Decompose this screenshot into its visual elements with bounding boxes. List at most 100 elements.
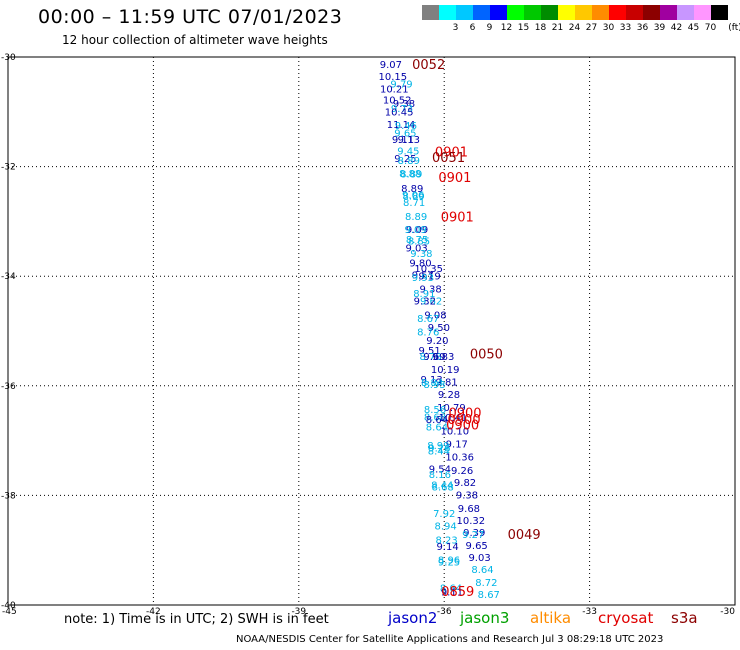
wave-height-value: 7.92 (433, 509, 455, 520)
wave-height-value: 10.79 (437, 403, 466, 414)
legend-unit: (ft) (728, 23, 740, 33)
wave-height-value: 9.80 (409, 258, 431, 269)
latitude-tick-label: -32 (1, 163, 16, 173)
wave-height-value: 9.39 (463, 528, 485, 539)
pass-time-label: 0900 (448, 413, 481, 428)
satellite-altika: altika (530, 609, 572, 627)
longitude-tick-label: -42 (146, 607, 161, 617)
wave-height-value: 8.67 (478, 590, 500, 601)
wave-height-value: 8.78 (419, 352, 441, 363)
legend-label: 24 (568, 23, 581, 33)
wave-height-value: 9.45 (397, 147, 419, 158)
wave-height-value: 8.91 (413, 289, 435, 300)
page-title: 00:00 – 11:59 UTC 07/01/2023 (38, 6, 343, 28)
legend-label: 15 (517, 23, 530, 33)
wave-height-value: 9.08 (424, 310, 446, 321)
legend-swatch (558, 5, 575, 20)
wave-height-value: 8.89 (398, 156, 420, 167)
wave-height-value: 9.06 (402, 190, 424, 201)
wave-height-value: 8.68 (432, 482, 454, 493)
pass-time-label: 0859 (441, 585, 474, 600)
wave-height-value: 8.99 (427, 441, 449, 452)
wave-height-value: 9.14 (436, 542, 458, 553)
wave-height-value: 9.17 (446, 440, 468, 451)
legend-swatch (473, 5, 490, 20)
wave-height-value: 8.89 (405, 212, 427, 223)
legend-swatch (439, 5, 456, 20)
wave-height-value: 9.65 (466, 541, 488, 552)
wave-height-value: 8.96 (438, 555, 460, 566)
wave-height-value: 8.76 (417, 327, 439, 338)
wave-height-value: 9.25 (438, 558, 460, 569)
satellite-jason2: jason2 (388, 609, 438, 627)
wave-height-value: 9.28 (438, 390, 460, 401)
wave-height-value: 9.83 (432, 352, 454, 363)
wave-height-value: 9.09 (406, 225, 428, 236)
legend-label: 70 (704, 23, 717, 33)
legend-label: 36 (636, 23, 649, 33)
wave-height-value: 8.67 (417, 314, 439, 325)
legend-swatch (609, 5, 626, 20)
wave-height-value: 10.32 (457, 516, 486, 527)
wave-height-value: 8.44 (431, 480, 453, 491)
wave-height-value: 9.11 (392, 135, 414, 146)
wave-height-value: 10.41 (439, 413, 468, 424)
wave-height-value: 8.72 (475, 578, 497, 589)
page-subtitle: 12 hour collection of altimeter wave hei… (62, 33, 328, 47)
legend-swatch (541, 5, 558, 20)
wave-height-value: 9.25 (394, 154, 416, 165)
legend-swatch (626, 5, 643, 20)
legend-label: 27 (585, 23, 598, 33)
pass-time-label: 0901 (441, 210, 474, 225)
credit-line: NOAA/NESDIS Center for Satellite Applica… (236, 634, 664, 645)
wave-height-value: 9.20 (426, 336, 448, 347)
wave-height-value: 9.93 (412, 273, 434, 284)
legend-label: 39 (653, 23, 666, 33)
wave-height-value: 9.07 (380, 60, 402, 71)
legend-label: 21 (551, 23, 564, 33)
legend-swatch (711, 5, 728, 20)
wave-height-value: 9.50 (428, 323, 450, 334)
wave-height-value: 10.52 (383, 96, 412, 107)
pass-time-label: 0049 (508, 528, 541, 543)
legend-swatch (575, 5, 592, 20)
wave-height-value: 8.71 (403, 198, 425, 209)
wave-height-value: 10.10 (441, 427, 470, 438)
map-frame (7, 56, 736, 606)
wave-height-value: 9.68 (458, 504, 480, 515)
pass-time-label: 0901 (435, 146, 468, 161)
wave-height-value: 11.14 (387, 120, 416, 131)
longitude-tick-label: -36 (437, 607, 452, 617)
legend-label: 45 (687, 23, 700, 33)
footer-note: note: 1) Time is in UTC; 2) SWH is in fe… (64, 612, 329, 627)
wave-height-value: 8.56 (424, 405, 446, 416)
wave-height-value: 9.09 (404, 225, 426, 236)
pass-time-label: 0900 (448, 407, 481, 422)
wave-height-value: 8.94 (435, 521, 457, 532)
wave-height-value: 8.64 (426, 423, 448, 434)
wave-height-value: 8.64 (426, 415, 448, 426)
wave-height-value: 8.89 (401, 184, 423, 195)
wave-height-value: 9.54 (429, 464, 451, 475)
latitude-tick-label: -38 (1, 491, 16, 501)
wave-height-value: 9.32 (414, 297, 436, 308)
wave-height-value: 9.26 (451, 466, 473, 477)
legend-label: 30 (602, 23, 615, 33)
wave-height-value: 8.16 (429, 470, 451, 481)
wave-height-value: 9.03 (468, 553, 490, 564)
wave-height-value: 9.81 (435, 377, 457, 388)
wave-height-value: 8.85 (408, 236, 430, 247)
legend-swatch (677, 5, 694, 20)
pass-time-label: 0052 (412, 58, 445, 73)
wave-height-value: 9.38 (456, 491, 478, 502)
wave-height-value: 10.45 (385, 108, 414, 119)
legend-label: 6 (469, 23, 476, 33)
longitude-tick-label: -39 (291, 607, 306, 617)
wave-height-value: 8.64 (471, 565, 493, 576)
legend-label: 33 (619, 23, 632, 33)
wave-height-value: 9.38 (419, 285, 441, 296)
wave-height-value: 8.89 (403, 191, 425, 202)
wave-height-value: 9.46 (395, 121, 417, 132)
longitude-tick-label: -33 (582, 607, 597, 617)
